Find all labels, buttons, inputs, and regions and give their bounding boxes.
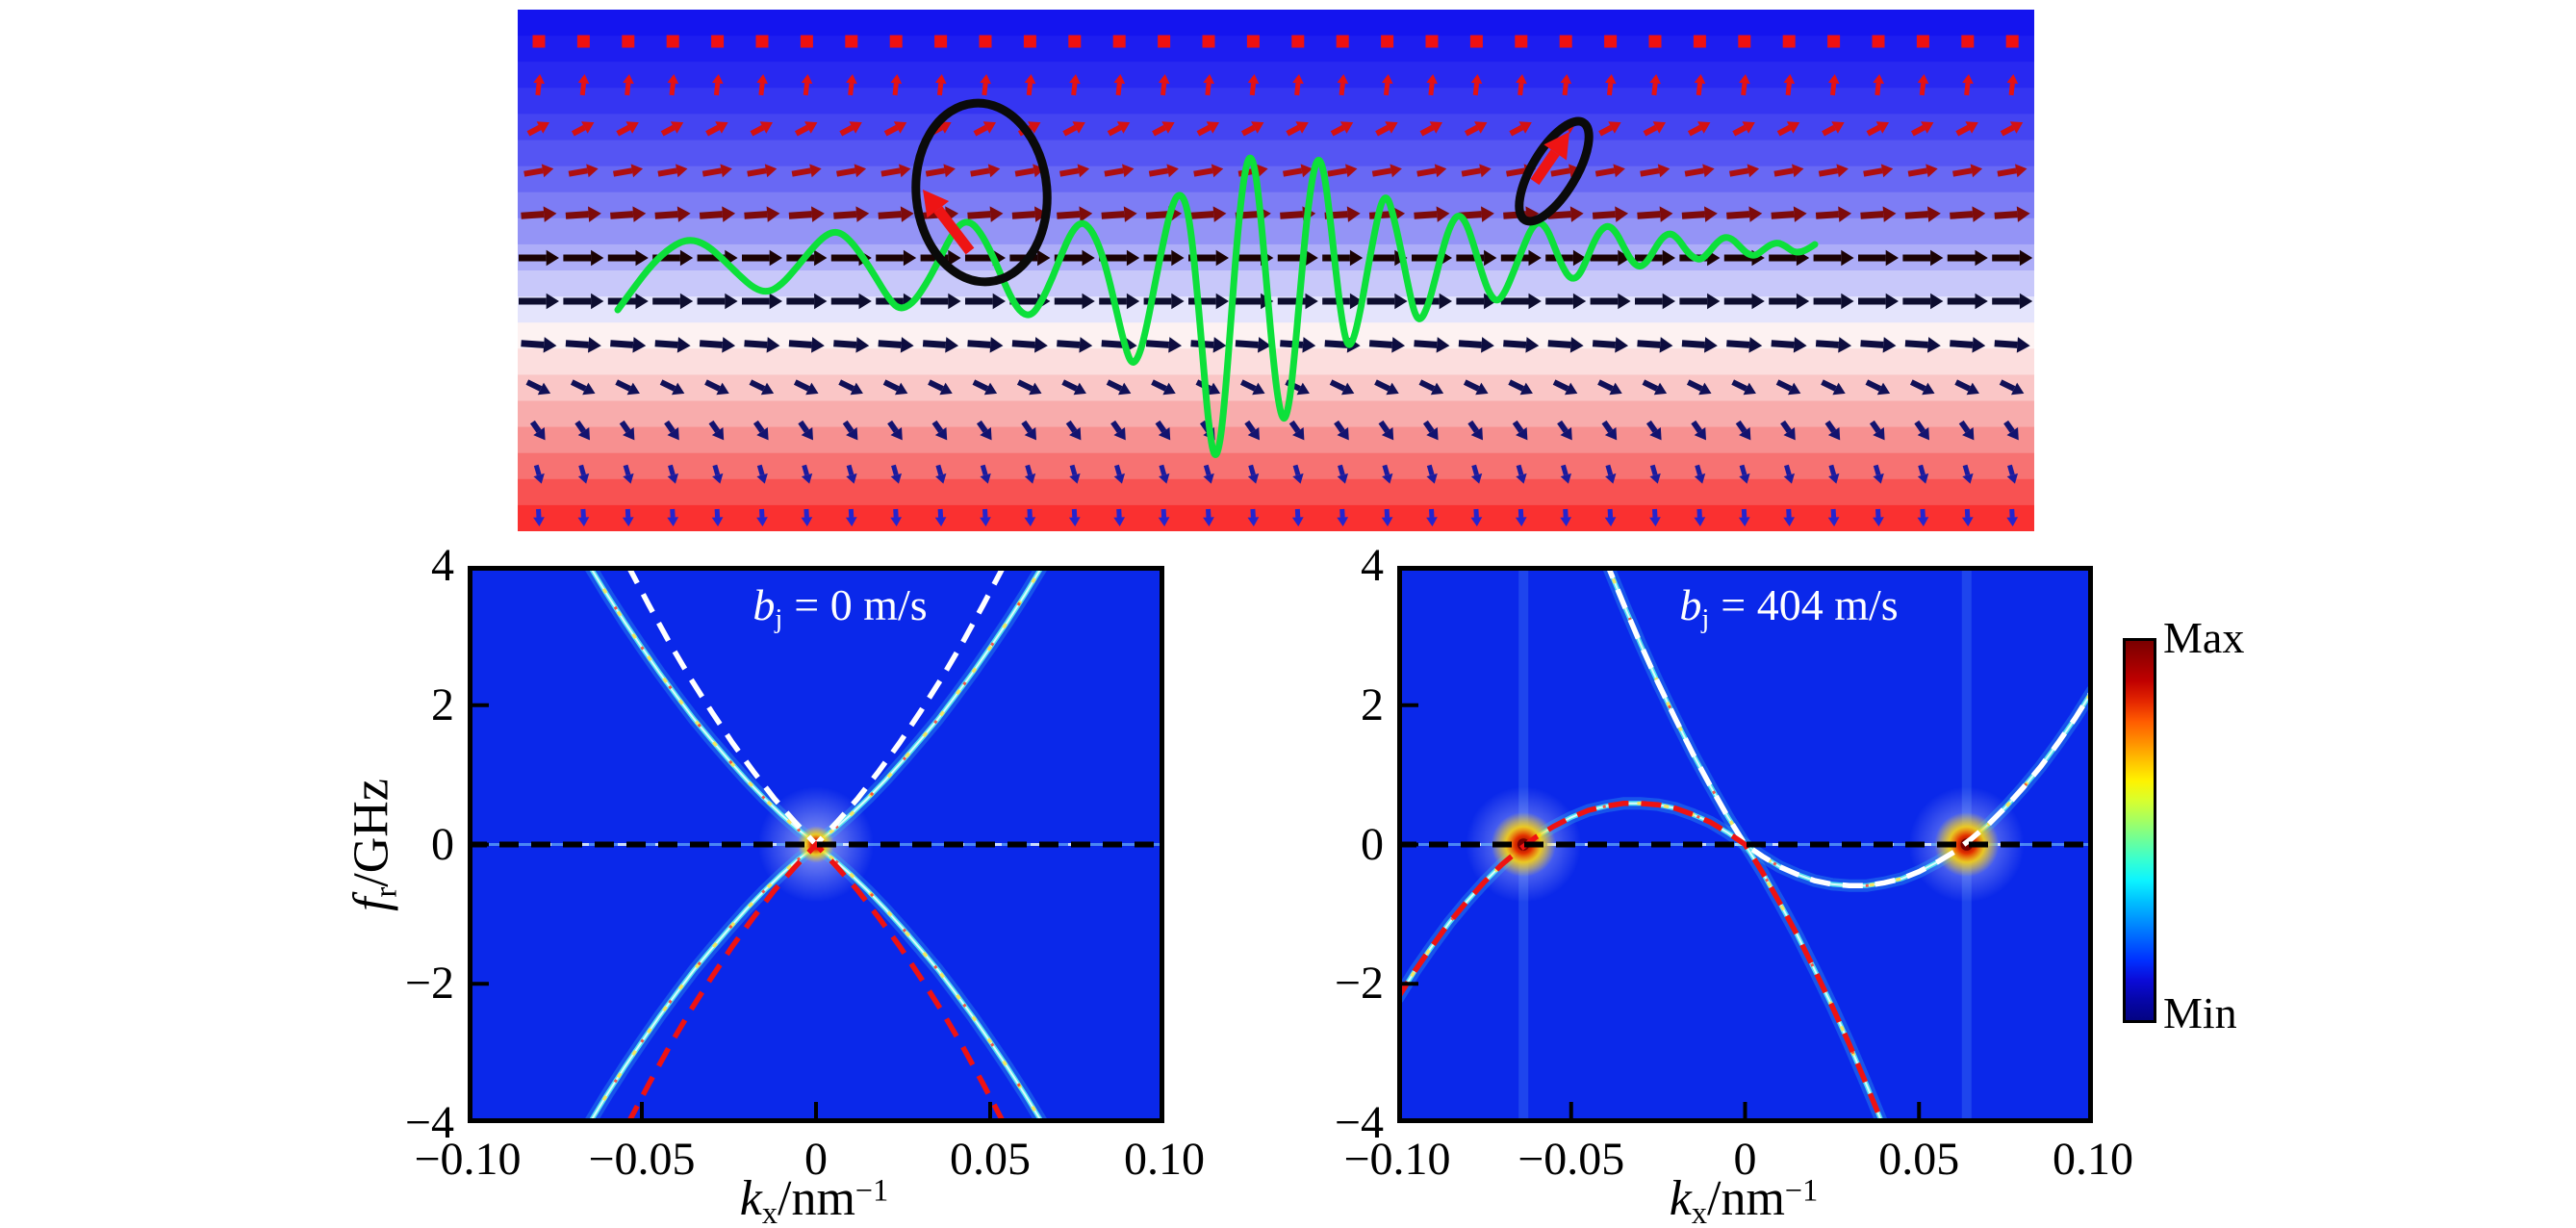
plot-title-right-value: = 404 m/s (1721, 580, 1899, 629)
y-tick-label: −2 (404, 958, 454, 1010)
magnetization-arrow-row (526, 121, 2024, 137)
y-tick-label: 2 (1361, 678, 1384, 730)
dispersion-chart-right (1397, 566, 2093, 1123)
plot-title-left-var: b (752, 580, 776, 629)
analytic-down-dashed (625, 840, 1007, 1123)
y-tick-label: 4 (1361, 540, 1384, 591)
x-axis-label-right-unit: /nm (1707, 1171, 1785, 1226)
colorbar-max-label: Max (2163, 613, 2245, 662)
colorbar (2123, 638, 2156, 1023)
magnetization-arrow-row (523, 164, 2028, 178)
plot-title-left-sub: j (775, 603, 783, 634)
x-tick-label: 0.05 (1878, 1134, 1960, 1185)
axes-frame (1397, 566, 2093, 1123)
y-axis-label-var: f (344, 897, 399, 911)
x-axis-label-right: kx/nm−1 (1670, 1170, 1818, 1228)
y-tick-label: 4 (431, 540, 454, 591)
magnetization-arrow-row (533, 74, 2019, 96)
precession-arrow-right (1530, 132, 1569, 186)
x-axis-label-right-var: k (1669, 1171, 1692, 1226)
magnetization-arrow-row (533, 508, 2019, 526)
plot-title-right: bj = 404 m/s (1679, 579, 1898, 635)
y-tick-label: −2 (1334, 958, 1384, 1010)
x-tick-label: 0.10 (1124, 1134, 1205, 1185)
magnetization-arrow-row (533, 464, 2018, 484)
axes-frame (468, 566, 1164, 1123)
y-tick-label: 0 (431, 818, 454, 870)
colorbar-min-label: Min (2163, 988, 2237, 1037)
x-tick-label: −0.05 (588, 1134, 696, 1185)
analytic-doppler-white-dashed (1605, 566, 2093, 888)
magnetization-arrow-row (519, 249, 2033, 267)
x-tick-label: 0 (804, 1134, 828, 1185)
magnetization-arrow-row (525, 379, 2025, 396)
mz-colormap-stripes (518, 10, 2034, 531)
y-tick-label: −4 (1334, 1097, 1384, 1148)
plot-title-right-var: b (1679, 580, 1702, 629)
x-tick-label: −0.10 (1343, 1134, 1451, 1185)
x-tick-label: −0.10 (414, 1134, 522, 1185)
y-axis-label-sub: r (368, 886, 403, 898)
x-axis-label-left-exp: −1 (854, 1172, 889, 1208)
x-tick-label: −0.05 (1518, 1134, 1625, 1185)
y-tick-label: 2 (431, 678, 454, 730)
y-tick-label: 0 (1361, 818, 1384, 870)
magnetization-arrow-row (521, 337, 2030, 353)
magnetization-arrow-rows (519, 35, 2033, 526)
x-axis-label-right-sub: x (1691, 1195, 1708, 1228)
x-tick-label: 0.05 (950, 1134, 1031, 1185)
precession-ellipse-left (911, 98, 1052, 287)
plot-title-left-value: = 0 m/s (794, 580, 928, 629)
precession-ellipse-right (1515, 116, 1594, 226)
dispersion-chart-left (468, 566, 1164, 1123)
x-axis-label-left-unit: /nm (778, 1171, 855, 1226)
y-tick-label: −4 (404, 1097, 454, 1148)
spin-texture-panel (518, 10, 2034, 531)
analytic-doppler-red-dashed (1397, 801, 1885, 1123)
x-axis-label-right-exp: −1 (1784, 1172, 1819, 1208)
x-axis-label-left-sub: x (761, 1195, 778, 1228)
plot-title-left: bj = 0 m/s (752, 579, 927, 635)
x-axis-label-left-var: k (739, 1171, 762, 1226)
x-axis-label-left: kx/nm−1 (740, 1170, 888, 1228)
precession-arrow-left (923, 190, 975, 255)
magnetization-arrow-row (532, 35, 2019, 48)
x-tick-label: 0.10 (2053, 1134, 2133, 1185)
plot-title-right-sub: j (1701, 603, 1710, 634)
x-tick-label: 0 (1733, 1134, 1757, 1185)
